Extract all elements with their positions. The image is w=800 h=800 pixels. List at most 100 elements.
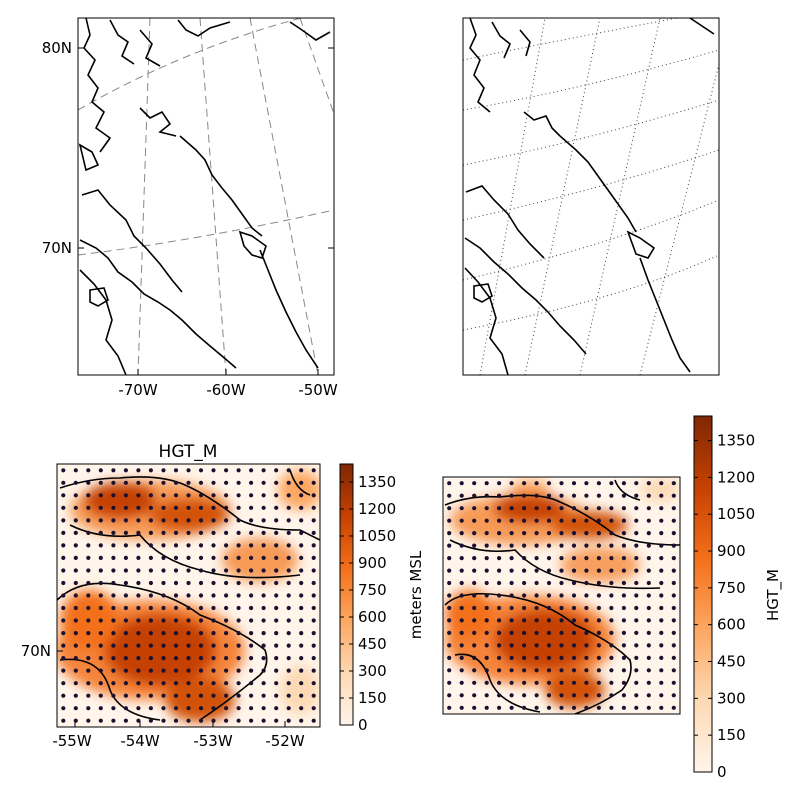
grid-point	[249, 593, 254, 598]
grid-point	[522, 543, 527, 548]
grid-point	[646, 668, 651, 673]
grid-point	[671, 568, 676, 573]
grid-point	[472, 481, 477, 486]
grid-point	[186, 518, 191, 523]
grid-point	[497, 568, 502, 573]
grid-point	[546, 605, 552, 611]
grid-point	[646, 556, 651, 561]
grid-point	[534, 543, 539, 548]
grid-point	[646, 693, 651, 698]
grid-point	[311, 568, 316, 573]
grid-point	[111, 530, 116, 536]
grid-point	[286, 518, 291, 523]
grid-point	[634, 630, 639, 636]
grid-point	[261, 568, 266, 573]
grid-point	[73, 530, 78, 536]
grid-point	[249, 605, 254, 611]
grid-point	[559, 518, 564, 523]
grid-point	[671, 518, 676, 523]
tick-label-x: -53W	[193, 732, 232, 750]
grid-point	[161, 518, 166, 523]
grid-point	[659, 506, 664, 511]
heatmap-bottom-right: 0 150 300 450 600 750 900 1050 1200 1350 HGT_M	[442, 415, 783, 781]
grid-point	[659, 643, 664, 648]
grid-point	[484, 531, 489, 536]
grid-point	[198, 605, 204, 611]
grid-point	[609, 568, 614, 573]
colorbar-tick-label: 0	[358, 716, 368, 734]
grid-point	[136, 668, 141, 673]
grid-point	[73, 706, 78, 711]
grid-point	[198, 681, 204, 686]
grid-point	[509, 668, 514, 673]
grid-point	[236, 718, 241, 723]
grid-point	[261, 493, 266, 498]
grid-point	[274, 580, 279, 586]
grid-point	[224, 693, 229, 698]
grid-point	[211, 468, 216, 473]
grid-point	[249, 656, 254, 661]
grid-point	[522, 506, 527, 511]
grid-point	[224, 555, 229, 561]
grid-point	[459, 643, 464, 648]
grid-point	[596, 531, 602, 536]
grid-point	[609, 580, 614, 586]
grid-point	[621, 680, 627, 685]
grid-point	[286, 618, 291, 623]
grid-point	[186, 643, 191, 648]
grid-point	[299, 468, 304, 473]
grid-point	[261, 543, 266, 548]
grid-point	[584, 568, 589, 573]
grid-point	[73, 631, 78, 636]
grid-point	[249, 718, 254, 723]
grid-point	[123, 580, 128, 586]
grid-point	[472, 630, 477, 636]
grid-point	[286, 580, 291, 586]
grid-point	[509, 618, 514, 623]
grid-point	[73, 681, 78, 686]
grid-point	[609, 556, 614, 561]
grid-point	[186, 580, 191, 586]
grid-point	[86, 480, 91, 485]
grid-point	[261, 681, 266, 686]
grid-point	[671, 481, 676, 486]
graticule-dotted	[463, 18, 719, 375]
grid-point	[186, 706, 191, 711]
grid-point	[261, 693, 266, 698]
grid-point	[224, 656, 229, 661]
colorbar-tick-label: 600	[717, 616, 746, 634]
heatmap-bottom-left: HGT_M	[21, 442, 425, 750]
grid-point	[198, 480, 204, 485]
grid-point	[609, 493, 614, 498]
grid-point	[484, 481, 489, 486]
grid-point	[111, 505, 116, 510]
grid-point	[559, 655, 564, 661]
colorbar-tick-label: 1200	[717, 468, 755, 486]
grid-point	[459, 680, 464, 685]
grid-point	[509, 580, 514, 586]
grid-point	[86, 468, 91, 473]
grid-point	[472, 593, 477, 598]
grid-point	[98, 505, 103, 510]
grid-point	[173, 706, 179, 711]
grid-point	[311, 618, 316, 623]
grid-point	[546, 543, 552, 548]
colorbar-tick-label: 1350	[717, 432, 755, 450]
grid-point	[173, 718, 179, 723]
grid-point	[571, 506, 577, 511]
grid-point	[148, 530, 153, 536]
grid-point	[161, 555, 166, 561]
grid-point	[274, 593, 279, 598]
grid-point	[148, 605, 153, 611]
grid-point	[173, 468, 179, 473]
grid-point	[236, 505, 241, 510]
grid-point	[224, 668, 229, 673]
grid-point	[274, 718, 279, 723]
colorbar-left: 0 150 300 450 600 750 900 1050 1200 1350 meters M…	[339, 463, 425, 734]
grid-point	[98, 530, 103, 536]
grid-point	[224, 681, 229, 686]
grid-point	[148, 543, 153, 548]
grid-point	[447, 605, 452, 611]
grid-point	[299, 568, 304, 573]
